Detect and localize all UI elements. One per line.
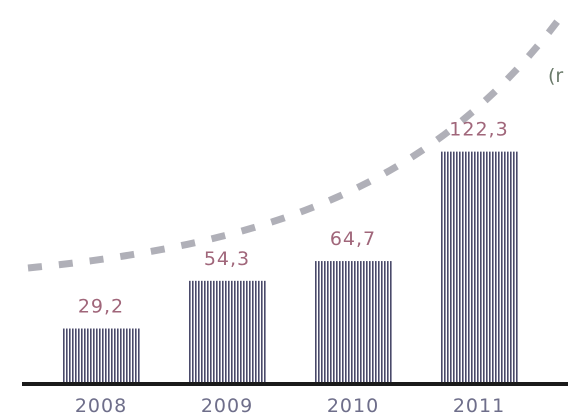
x-tick-label-2011: 2011: [453, 395, 505, 415]
value-label-2008: 29,2: [78, 296, 124, 318]
x-tick-label-2009: 2009: [201, 395, 253, 415]
value-label-2009: 54,3: [204, 248, 250, 270]
x-tick-label-2010: 2010: [327, 395, 379, 415]
bar-2011: [440, 151, 518, 384]
value-label-2010: 64,7: [330, 228, 376, 250]
x-tick-label-2008: 2008: [75, 395, 127, 415]
bar-2008: [62, 328, 140, 384]
bar-2009: [188, 280, 266, 384]
bar-2010: [314, 261, 392, 384]
trend-curve: [27, 15, 563, 272]
unit-label: (r: [548, 65, 563, 87]
value-label-2011: 122,3: [449, 119, 508, 141]
